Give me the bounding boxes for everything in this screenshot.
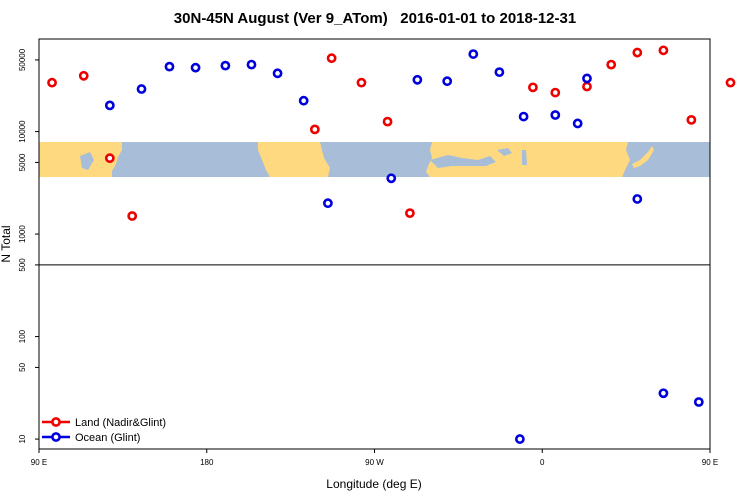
y-tick-label: 500 <box>18 258 27 272</box>
land-point <box>104 153 115 164</box>
land-point <box>405 208 415 219</box>
x-tick-label: 90 E <box>31 458 47 467</box>
ocean-point <box>272 68 283 79</box>
x-tick-label: 180 <box>200 458 214 467</box>
land-point <box>356 77 367 88</box>
x-axis-label: Longitude (deg E) <box>326 477 421 491</box>
y-tick-label: 50000 <box>18 48 27 71</box>
ocean-point <box>572 118 583 129</box>
land-point <box>326 53 337 64</box>
ocean-point <box>164 61 175 72</box>
world-map-strip <box>39 142 710 177</box>
map-japan-right <box>632 146 654 168</box>
y-tick-label: 10000 <box>18 120 27 143</box>
y-tick-label: 50 <box>18 362 27 371</box>
y-tick-label: 1000 <box>18 225 27 243</box>
land-point <box>582 81 592 92</box>
plot-frame <box>38 38 711 450</box>
map-ocean-west-pacific <box>622 142 710 177</box>
ocean-point <box>582 73 592 84</box>
map-sea-mediterranean <box>430 155 496 168</box>
ocean-point <box>494 67 505 78</box>
land-point <box>632 47 643 58</box>
map-sea-yellow <box>80 152 94 170</box>
ocean-point <box>693 397 704 407</box>
legend-marker <box>51 432 61 442</box>
legend-marker <box>51 417 61 427</box>
x-tick-label: 0 <box>540 458 545 467</box>
land-point <box>309 124 320 135</box>
map-sea-black <box>497 148 512 156</box>
chart-date-range: 2016-01-01 to 2018-12-31 <box>400 10 577 27</box>
x-tick-label: 90 E <box>702 458 718 467</box>
land-point <box>686 114 697 125</box>
ocean-point <box>468 49 479 59</box>
ocean-point <box>632 194 643 204</box>
chart-title: 30N-45N August (Ver 9_ATom) 2016-01-01 t… <box>0 10 750 27</box>
land-point <box>47 77 57 88</box>
x-tick-label: 90 W <box>365 458 384 467</box>
land-point <box>382 116 393 127</box>
y-tick-label: 5000 <box>18 153 27 171</box>
ocean-point <box>412 74 423 85</box>
legend-label: Ocean (Glint) <box>75 432 140 444</box>
ocean-point <box>323 198 333 209</box>
x-axis: 90 E 180 90 W 0 90 E <box>31 449 718 467</box>
land-point <box>78 70 89 81</box>
ocean-point <box>190 62 201 73</box>
ocean-point <box>518 111 529 122</box>
ocean-point <box>220 60 231 71</box>
y-tick-label: 10 <box>18 434 27 443</box>
ocean-point <box>658 388 669 399</box>
ocean-point <box>514 434 525 444</box>
land-point <box>528 82 538 93</box>
land-point <box>725 77 736 88</box>
map-sea-caspian <box>522 150 527 165</box>
land-point <box>127 211 138 221</box>
map-ocean-pacific <box>112 142 270 177</box>
land-point <box>606 59 617 70</box>
y-axis-label: N Total <box>0 225 13 262</box>
ocean-point <box>298 95 309 106</box>
land-point <box>658 45 669 56</box>
y-tick-label: 100 <box>18 329 27 343</box>
ocean-point <box>442 76 453 87</box>
map-ocean-atlantic <box>320 142 432 177</box>
data-points <box>47 45 736 444</box>
legend-label: Land (Nadir&Glint) <box>75 417 166 429</box>
ocean-point <box>104 100 115 111</box>
ocean-point <box>136 84 147 94</box>
ocean-point <box>386 173 397 184</box>
land-point <box>550 87 561 98</box>
chart-title-text: 30N-45N August (Ver 9_ATom) <box>173 10 388 27</box>
legend: Land (Nadir&Glint) Ocean (Glint) <box>42 417 166 444</box>
ocean-point <box>550 110 561 120</box>
y-axis: 10 50 100 500 1000 5000 10000 50000 <box>18 48 39 444</box>
ocean-point <box>246 59 257 70</box>
